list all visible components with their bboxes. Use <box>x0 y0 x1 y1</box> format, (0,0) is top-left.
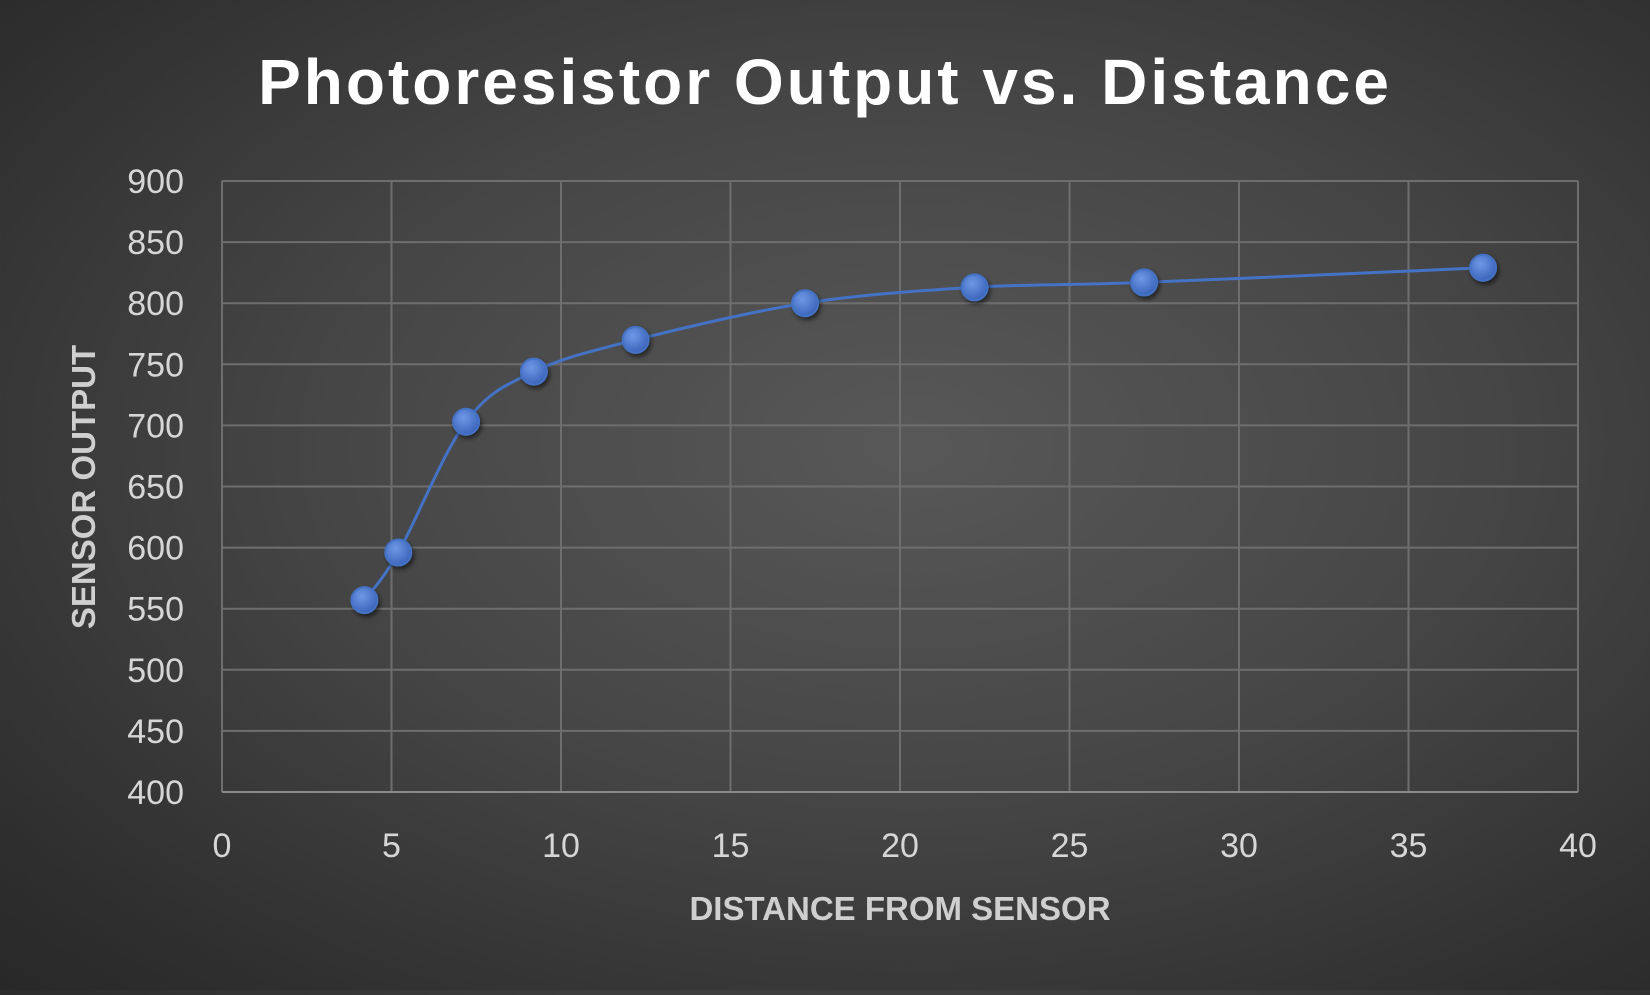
y-tick-label: 850 <box>127 224 184 262</box>
data-point <box>621 325 650 354</box>
y-tick-label: 400 <box>127 774 184 812</box>
gridlines <box>221 180 1579 792</box>
y-axis-ticks: 400 450 500 550 600 650 700 750 800 850 900 <box>127 163 184 812</box>
x-tick-label: 25 <box>1051 827 1089 865</box>
data-point <box>452 407 481 436</box>
x-tick-label: 0 <box>213 827 232 865</box>
y-tick-label: 800 <box>127 285 184 323</box>
x-axis-ticks: 0 5 10 15 20 25 30 35 40 <box>213 827 1597 865</box>
x-tick-label: 10 <box>542 827 580 865</box>
data-point <box>384 538 413 567</box>
data-point <box>1469 253 1498 282</box>
y-axis-title: SENSOR OUTPUT <box>65 345 102 629</box>
data-point <box>1130 268 1159 297</box>
y-tick-label: 500 <box>127 652 184 690</box>
y-tick-label: 700 <box>127 407 184 445</box>
series <box>350 253 1498 615</box>
x-tick-label: 40 <box>1559 827 1597 865</box>
series-line <box>363 266 1484 601</box>
y-tick-label: 750 <box>127 346 184 384</box>
y-tick-label: 650 <box>127 469 184 507</box>
y-tick-label: 550 <box>127 591 184 629</box>
x-tick-label: 15 <box>712 827 750 865</box>
x-axis-title: DISTANCE FROM SENSOR <box>689 890 1110 927</box>
x-tick-label: 20 <box>881 827 919 865</box>
x-tick-label: 30 <box>1220 827 1258 865</box>
x-tick-label: 5 <box>382 827 401 865</box>
chart-title: Photoresistor Output vs. Distance <box>258 46 1392 118</box>
data-point <box>960 273 989 302</box>
y-tick-label: 450 <box>127 713 184 751</box>
x-tick-label: 35 <box>1390 827 1428 865</box>
data-point <box>350 586 379 615</box>
y-tick-label: 900 <box>127 163 184 201</box>
data-point <box>791 289 820 318</box>
y-tick-label: 600 <box>127 530 184 568</box>
data-point <box>519 357 548 386</box>
